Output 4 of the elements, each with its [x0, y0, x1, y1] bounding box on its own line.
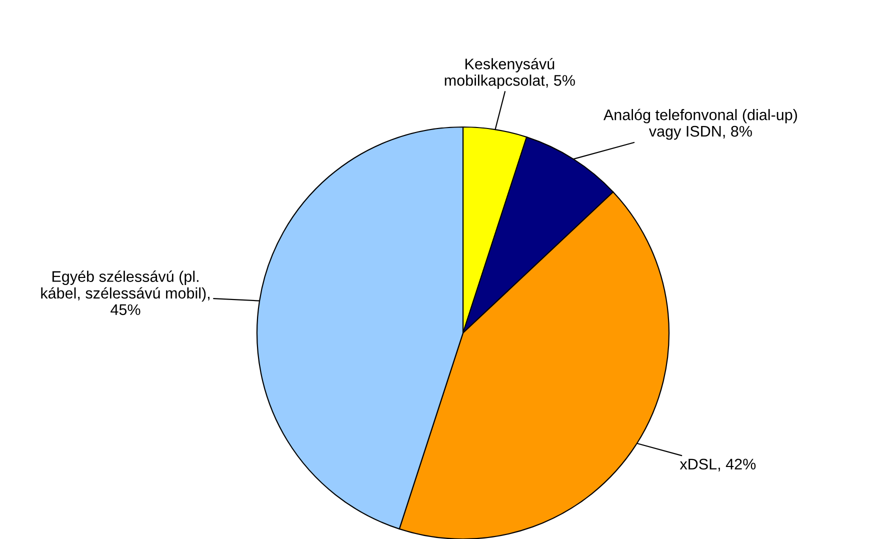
slice-label: Egyéb szélessávú (pl. kábel, szélessávú mobil), 45% [41, 270, 210, 316]
slice-label: Analóg telefonvonal (dial-up) vagy ISDN, 8% [603, 108, 797, 140]
slice-label: Keskenysávú mobilkapcsolat, 5% [444, 58, 575, 89]
slice-label: xDSL, 42% [680, 458, 756, 472]
